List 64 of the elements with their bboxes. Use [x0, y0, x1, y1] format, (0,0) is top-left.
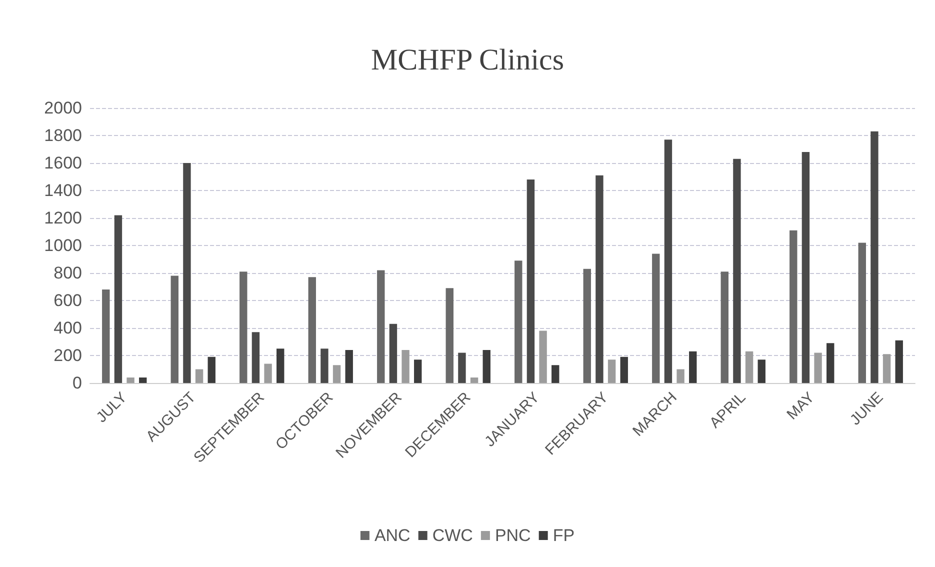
bar — [389, 324, 398, 383]
bar — [620, 356, 628, 383]
legend-label: PNC — [494, 526, 531, 545]
bar — [583, 268, 591, 383]
y-tick-label: 1800 — [44, 126, 82, 145]
y-tick-label: 1200 — [44, 208, 82, 228]
bar — [858, 242, 866, 383]
bar — [402, 350, 410, 383]
bar — [308, 277, 316, 383]
y-tick-label: 0 — [72, 374, 82, 392]
bar — [446, 288, 454, 383]
bar — [183, 163, 191, 383]
y-tick-label: 600 — [54, 291, 82, 310]
y-tick-label: 200 — [54, 346, 82, 365]
bar — [514, 260, 522, 383]
y-tick-label: 1400 — [44, 181, 82, 200]
bar — [332, 365, 341, 383]
bar — [676, 369, 684, 383]
bar — [689, 351, 697, 383]
y-tick-label: 800 — [54, 264, 82, 282]
bar — [470, 378, 478, 383]
y-tick-label: 1000 — [44, 236, 82, 255]
bar — [758, 360, 766, 383]
bar — [895, 340, 903, 383]
bar — [733, 158, 741, 383]
y-tick-label: 2000 — [44, 98, 82, 118]
y-tick-label: 400 — [54, 318, 82, 338]
bar — [552, 365, 560, 383]
bar — [652, 254, 660, 383]
bar — [720, 272, 728, 383]
bar — [139, 378, 147, 383]
bar — [802, 152, 810, 383]
bar — [102, 290, 110, 383]
bar — [240, 272, 248, 383]
bar — [482, 350, 490, 383]
bar — [608, 360, 616, 383]
bar — [345, 350, 353, 383]
bar — [458, 352, 466, 383]
chart-title: MCHFP Clinics — [370, 44, 564, 76]
legend-label: CWC — [432, 526, 473, 545]
bar — [170, 276, 178, 383]
bar — [539, 330, 547, 383]
bar — [870, 131, 878, 383]
bar — [790, 230, 798, 383]
bar — [826, 343, 834, 383]
bar — [882, 354, 891, 383]
bar — [814, 352, 822, 383]
legend-label: FP — [552, 526, 575, 545]
bar — [114, 215, 122, 383]
bar — [526, 180, 535, 383]
bar — [276, 348, 284, 383]
bar — [208, 356, 216, 383]
bar — [252, 332, 260, 383]
bar — [596, 175, 604, 383]
bar — [264, 364, 272, 383]
bar — [320, 348, 328, 383]
bar — [745, 351, 754, 383]
bar — [377, 270, 385, 383]
bar — [664, 140, 672, 383]
legend-label: ANC — [374, 526, 410, 545]
bar — [195, 369, 204, 383]
y-tick-label: 1600 — [44, 154, 82, 172]
bar — [126, 378, 134, 383]
bar — [414, 360, 422, 383]
